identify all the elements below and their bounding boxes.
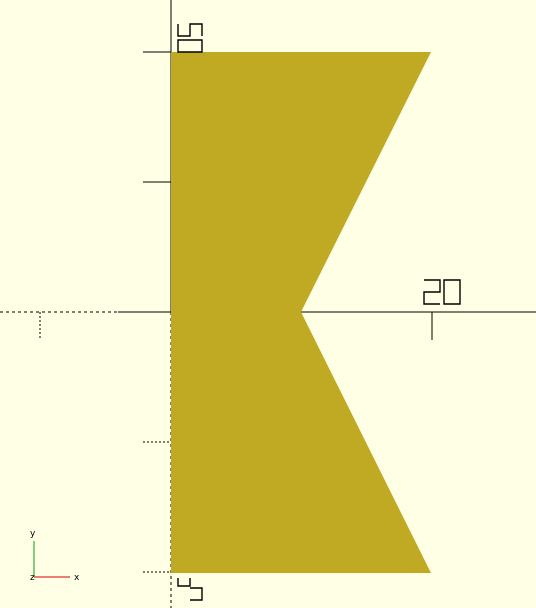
y-axis-label-20: 20 [177, 23, 203, 53]
y-axis-label-neg-20: -20 [177, 578, 203, 601]
x-axis-label-20: 20 [423, 279, 461, 305]
gizmo-x-label: x [74, 573, 80, 583]
gizmo-z-label: z [30, 573, 35, 583]
model-shape[interactable] [171, 52, 431, 573]
axes-gizmo: x y z [30, 529, 80, 583]
gizmo-y-label: y [30, 529, 36, 539]
